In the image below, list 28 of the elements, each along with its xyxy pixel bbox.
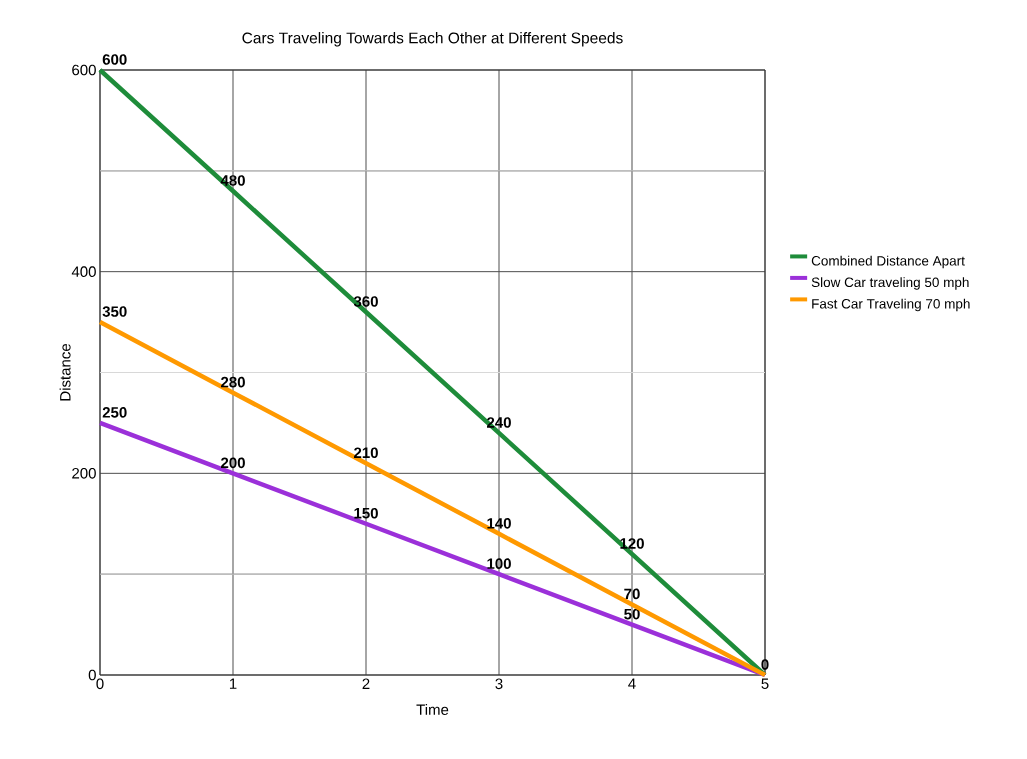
x-tick-label: 2 — [362, 678, 370, 689]
legend-label: Fast Car Traveling 70 mph — [812, 298, 970, 312]
data-label: 200 — [221, 457, 245, 469]
data-label: 600 — [102, 54, 127, 65]
y-tick-label: 200 — [72, 468, 96, 479]
legend-label: Combined Distance Apart — [811, 255, 965, 269]
data-label: 70 — [624, 588, 640, 600]
x-tick-label: 3 — [495, 678, 503, 690]
x-tick-label: 4 — [628, 678, 636, 689]
data-label: 280 — [221, 376, 245, 388]
chart-title: Cars Traveling Towards Each Other at Different Speeds — [242, 32, 623, 47]
x-axis-title: Time — [416, 703, 449, 715]
x-tick-label: 0 — [96, 678, 104, 690]
data-label: 210 — [354, 447, 378, 459]
x-tick-label: 1 — [229, 678, 237, 689]
y-tick-label: 400 — [71, 266, 96, 277]
data-label: 100 — [487, 558, 511, 569]
data-label: 250 — [102, 407, 127, 418]
line-series — [97, 319, 768, 678]
y-axis-title: Distance — [59, 344, 71, 401]
data-label: 50 — [624, 608, 640, 620]
x-tick-label: 5 — [761, 678, 769, 689]
legend-label: Slow Car traveling 50 mph — [811, 277, 969, 290]
data-label: 140 — [487, 518, 511, 529]
y-tick-label: 600 — [72, 64, 96, 76]
data-label: 350 — [102, 306, 127, 317]
data-label: 150 — [354, 507, 378, 519]
y-tick-label: 0 — [88, 669, 96, 681]
